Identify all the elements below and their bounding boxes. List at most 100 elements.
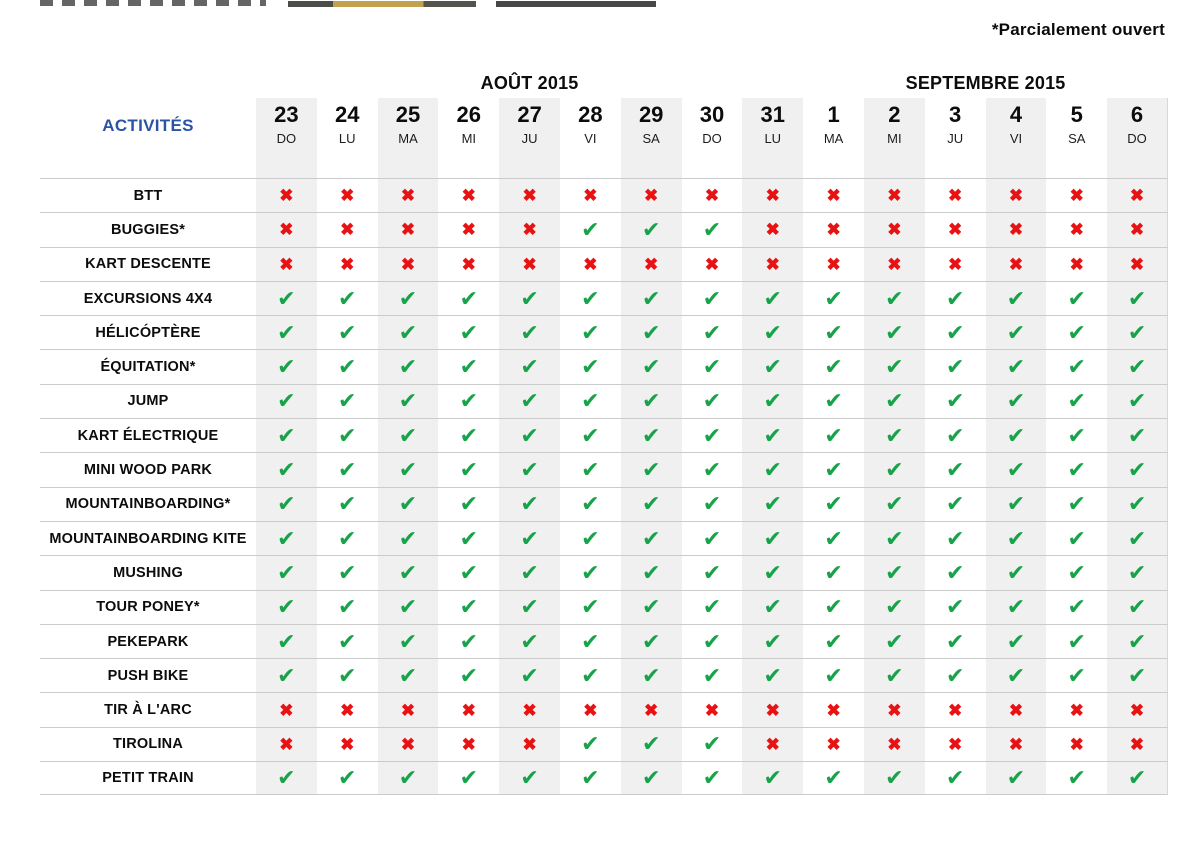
check-icon: ✔	[459, 354, 478, 380]
availability-cell: ✔	[377, 486, 439, 521]
availability-cell: ✔	[924, 623, 986, 658]
availability-cell: ✖	[742, 212, 804, 247]
availability-cell: ✖	[438, 212, 500, 246]
weekday-label: LU	[764, 131, 782, 146]
cross-icon: ✖	[826, 700, 841, 720]
availability-cell: ✔	[681, 315, 743, 349]
month-header-aout: AOÛT 2015	[480, 73, 579, 93]
date-number: 31	[760, 102, 786, 127]
check-icon: ✔	[1006, 662, 1026, 688]
availability-cell: ✔	[559, 589, 621, 624]
check-icon: ✔	[520, 765, 539, 791]
availability-cell: ✔	[924, 315, 986, 349]
cross-icon: ✖	[948, 186, 963, 206]
check-icon: ✔	[337, 457, 357, 483]
check-icon: ✔	[398, 628, 418, 654]
check-icon: ✔	[1006, 525, 1026, 551]
month-header-septembre: SEPTEMBRE 2015	[905, 73, 1066, 93]
availability-cell: ✔	[438, 280, 500, 315]
check-icon: ✔	[641, 628, 661, 654]
check-icon: ✔	[520, 285, 539, 311]
availability-cell: ✔	[1107, 555, 1168, 590]
activity-label: PEKEPARK	[40, 623, 256, 658]
check-icon: ✔	[1006, 285, 1026, 311]
availability-cell: ✖	[863, 212, 925, 247]
check-icon: ✔	[1006, 354, 1026, 380]
availability-cell: ✔	[316, 349, 378, 383]
availability-cell: ✖	[377, 246, 439, 281]
check-icon: ✔	[459, 662, 478, 688]
check-icon: ✔	[581, 731, 600, 757]
cross-icon: ✖	[1069, 186, 1084, 206]
check-icon: ✔	[824, 457, 843, 483]
check-icon: ✔	[520, 525, 539, 551]
availability-cell: ✔	[559, 418, 621, 452]
availability-cell: ✔	[256, 349, 317, 384]
weekday-label: VI	[584, 131, 597, 146]
availability-cell: ✖	[1046, 178, 1108, 212]
check-icon: ✔	[945, 765, 965, 791]
availability-cell: ✔	[1107, 623, 1168, 659]
availability-cell: ✔	[559, 280, 621, 315]
weekday-label: MA	[823, 131, 844, 146]
check-icon: ✔	[581, 285, 600, 311]
availability-cell: ✔	[1046, 452, 1108, 486]
date-number: 24	[334, 102, 360, 127]
availability-cell: ✖	[985, 692, 1047, 727]
check-icon: ✔	[945, 422, 965, 448]
availability-cell: ✔	[620, 315, 682, 350]
availability-cell: ✖	[863, 178, 925, 213]
check-icon: ✔	[337, 559, 357, 585]
check-icon: ✔	[1067, 457, 1086, 483]
availability-cell: ✔	[559, 761, 621, 796]
availability-cell: ✖	[438, 178, 500, 212]
availability-cell: ✔	[803, 383, 864, 418]
availability-cell: ✔	[256, 520, 317, 556]
cross-icon: ✖	[461, 220, 476, 240]
cross-icon: ✖	[704, 186, 720, 206]
cross-icon: ✖	[887, 700, 902, 720]
check-icon: ✔	[1067, 422, 1086, 448]
check-icon: ✔	[1127, 765, 1147, 791]
availability-cell: ✔	[924, 589, 986, 624]
availability-cell: ✔	[742, 280, 804, 316]
check-icon: ✔	[945, 354, 965, 380]
check-icon: ✔	[520, 457, 539, 483]
availability-cell: ✔	[681, 452, 743, 486]
date-column-header-6: 6 DO	[1107, 98, 1168, 178]
availability-cell: ✔	[1107, 315, 1168, 350]
availability-cell: ✔	[863, 589, 925, 624]
availability-cell: ✔	[559, 349, 621, 383]
check-icon: ✔	[398, 559, 418, 585]
availability-cell: ✔	[985, 658, 1047, 693]
availability-cell: ✔	[559, 486, 621, 521]
availability-cell: ✔	[985, 349, 1047, 384]
availability-cell: ✖	[924, 178, 986, 212]
check-icon: ✔	[1127, 491, 1147, 517]
availability-cell: ✖	[803, 726, 864, 761]
check-icon: ✔	[763, 765, 782, 791]
availability-cell: ✔	[377, 658, 439, 693]
availability-cell: ✖	[620, 246, 682, 281]
cross-icon: ✖	[887, 220, 902, 240]
availability-cell: ✔	[559, 726, 621, 761]
check-icon: ✔	[885, 594, 904, 620]
check-icon: ✔	[885, 559, 904, 585]
availability-cell: ✔	[803, 280, 864, 315]
availability-cell: ✖	[742, 692, 804, 727]
check-icon: ✔	[763, 319, 782, 345]
cross-icon: ✖	[765, 186, 780, 206]
availability-cell: ✔	[256, 280, 317, 316]
cross-icon: ✖	[644, 186, 659, 206]
check-icon: ✔	[398, 319, 418, 345]
check-icon: ✔	[763, 628, 782, 654]
cross-icon: ✖	[644, 700, 659, 720]
date-column-header-28: 28 VI	[560, 98, 621, 178]
availability-cell: ✖	[1046, 692, 1108, 726]
check-icon: ✔	[702, 216, 722, 242]
check-icon: ✔	[398, 765, 418, 791]
availability-cell: ✖	[438, 726, 500, 761]
check-icon: ✔	[702, 594, 722, 620]
cross-icon: ✖	[279, 186, 294, 206]
check-icon: ✔	[581, 662, 600, 688]
